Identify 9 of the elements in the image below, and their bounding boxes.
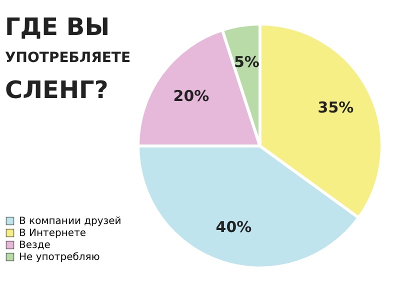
data-label: 5% [234,53,260,72]
legend-label: Везде [19,240,50,251]
legend-label: В Интернете [19,228,86,239]
data-label: 20% [173,87,210,106]
legend-label: В компании друзей [19,216,122,227]
legend-label: Не употребляю [19,252,100,263]
data-label: 40% [216,218,252,236]
data-label: 35% [318,98,354,116]
text: ГДЕ ВЫ УПОТРЕБЛЯЕТЕ СЛЕНГ? [5,13,131,104]
